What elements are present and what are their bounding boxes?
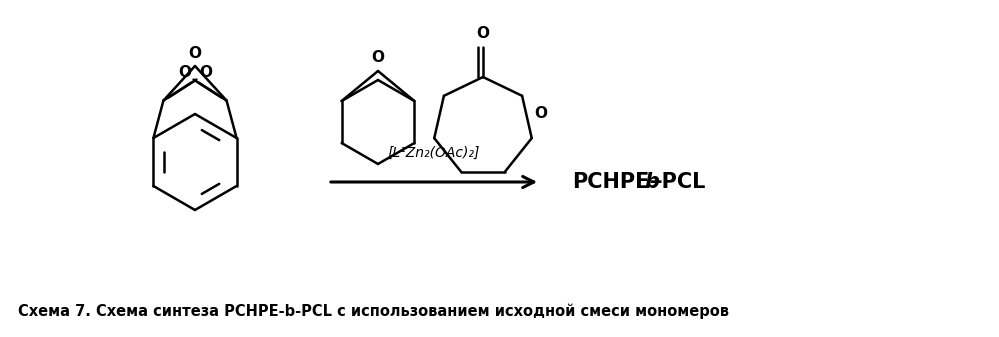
Text: -PCL: -PCL	[654, 172, 706, 192]
Text: O: O	[178, 65, 191, 80]
Text: O: O	[477, 27, 490, 41]
Text: Схема 7. Схема синтеза PCHPE-b-PCL с использованием исходной смеси мономеров: Схема 7. Схема синтеза PCHPE-b-PCL с исп…	[18, 304, 729, 319]
Text: PCHPE-: PCHPE-	[572, 172, 658, 192]
Text: O: O	[534, 106, 547, 121]
Text: b: b	[644, 172, 659, 192]
Text: [L¹Zn₂(OAc)₂]: [L¹Zn₂(OAc)₂]	[388, 146, 481, 160]
Text: O: O	[372, 51, 385, 65]
Text: O: O	[189, 45, 202, 61]
Text: O: O	[199, 65, 212, 80]
